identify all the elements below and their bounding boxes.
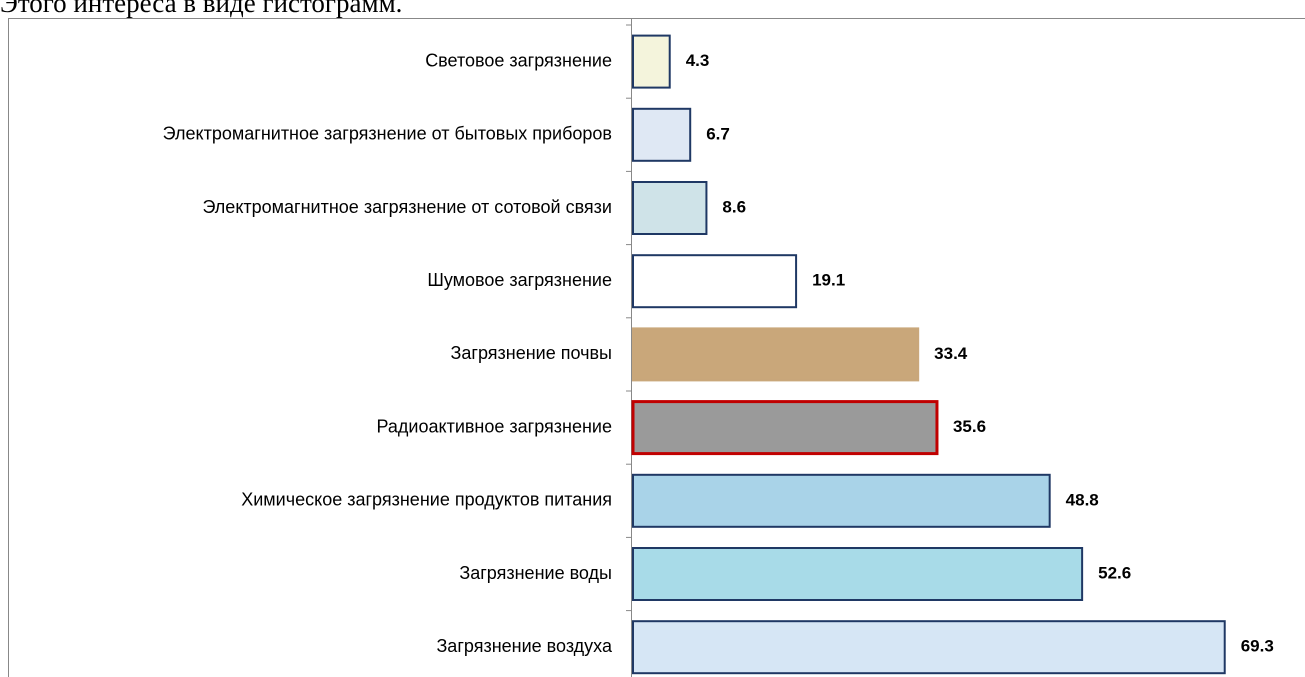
value-label: 35.6 [953,417,986,436]
chart-frame [8,18,1305,677]
value-label: 6.7 [706,124,730,143]
category-label: Загрязнение воздуха [436,636,613,656]
bar [632,181,708,235]
category-label: Химическое загрязнение продуктов питания [241,490,612,510]
category-label: Радиоактивное загрязнение [377,416,613,436]
category-label: Электромагнитное загрязнение от сотовой … [202,197,612,217]
category-label: Электромагнитное загрязнение от бытовых … [163,124,612,144]
category-label: Световое загрязнение [425,50,612,70]
bar [632,254,798,309]
bar [632,620,1226,675]
value-label: 4.3 [686,51,710,70]
bar [632,34,671,89]
category-label: Загрязнение воды [459,563,612,583]
category-label: Шумовое загрязнение [427,270,612,290]
document-text: Этого интереса в виде гистограмм. [0,0,402,18]
value-label: 19.1 [812,271,845,290]
bar [632,547,1084,601]
bar [632,327,920,382]
value-label: 48.8 [1066,490,1099,509]
category-label: Загрязнение почвы [451,343,612,363]
value-label: 52.6 [1098,563,1131,582]
bar [632,107,692,162]
bar [632,473,1051,528]
value-label: 8.6 [722,197,746,216]
value-label: 33.4 [934,344,968,363]
value-label: 69.3 [1241,637,1274,656]
bar [631,400,939,456]
